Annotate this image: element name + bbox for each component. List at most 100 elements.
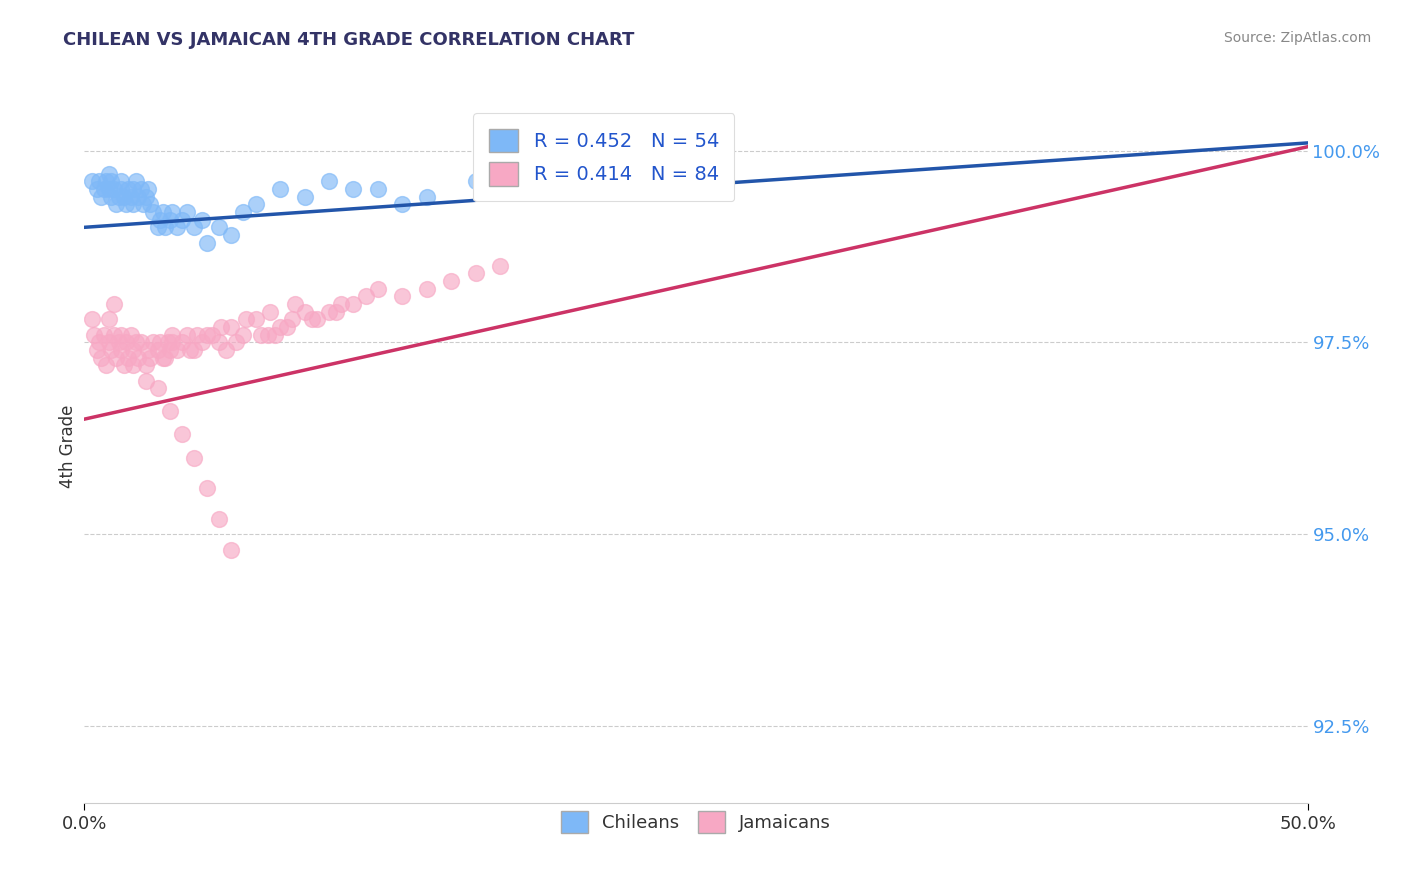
Point: [80, 174, 103, 188]
Point: [93, 182, 115, 196]
Point: [159, 343, 181, 357]
Point: [276, 320, 298, 334]
Point: [146, 220, 169, 235]
Point: [249, 327, 271, 342]
Point: [127, 351, 149, 365]
Point: [136, 182, 159, 196]
Point: [269, 182, 291, 196]
Point: [100, 343, 122, 357]
Point: [117, 351, 139, 365]
Point: [129, 182, 152, 196]
Point: [110, 174, 132, 188]
Point: [440, 274, 463, 288]
Point: [159, 212, 181, 227]
Point: [97, 167, 120, 181]
Point: [117, 182, 139, 196]
Point: [152, 205, 174, 219]
Point: [342, 297, 364, 311]
Point: [318, 174, 340, 188]
Point: [219, 542, 242, 557]
Y-axis label: 4th Grade: 4th Grade: [59, 404, 77, 488]
Point: [235, 312, 257, 326]
Point: [152, 351, 174, 365]
Point: [195, 235, 218, 250]
Point: [305, 312, 328, 326]
Point: [330, 297, 353, 311]
Point: [112, 189, 135, 203]
Point: [176, 327, 198, 342]
Point: [136, 343, 159, 357]
Point: [110, 182, 132, 196]
Point: [107, 335, 129, 350]
Legend: Chileans, Jamaicans: Chileans, Jamaicans: [554, 804, 838, 840]
Point: [125, 335, 148, 350]
Point: [191, 335, 214, 350]
Point: [301, 312, 323, 326]
Point: [122, 343, 145, 357]
Point: [103, 327, 125, 342]
Point: [110, 327, 132, 342]
Point: [115, 335, 138, 350]
Point: [281, 312, 304, 326]
Point: [135, 374, 157, 388]
Point: [97, 182, 120, 196]
Point: [183, 220, 205, 235]
Point: [200, 327, 222, 342]
Point: [186, 327, 208, 342]
Point: [232, 327, 254, 342]
Point: [259, 304, 281, 318]
Point: [96, 359, 118, 373]
Point: [83, 327, 105, 342]
Point: [153, 220, 176, 235]
Point: [100, 174, 122, 188]
Point: [257, 327, 280, 342]
Point: [264, 327, 287, 342]
Point: [105, 351, 128, 365]
Point: [166, 220, 188, 235]
Point: [139, 351, 162, 365]
Point: [172, 212, 194, 227]
Point: [110, 343, 132, 357]
Point: [107, 189, 129, 203]
Text: CHILEAN VS JAMAICAN 4TH GRADE CORRELATION CHART: CHILEAN VS JAMAICAN 4TH GRADE CORRELATIO…: [63, 31, 634, 49]
Point: [269, 320, 291, 334]
Point: [139, 197, 162, 211]
Point: [209, 320, 232, 334]
Point: [132, 197, 155, 211]
Point: [325, 304, 347, 318]
Point: [367, 282, 389, 296]
Point: [149, 335, 172, 350]
Point: [391, 197, 413, 211]
Point: [142, 335, 165, 350]
Point: [416, 189, 439, 203]
Point: [342, 182, 364, 196]
Point: [90, 189, 112, 203]
Point: [122, 197, 145, 211]
Point: [464, 266, 486, 280]
Point: [93, 327, 115, 342]
Point: [245, 197, 267, 211]
Point: [215, 343, 238, 357]
Point: [162, 205, 184, 219]
Point: [142, 205, 165, 219]
Point: [172, 335, 194, 350]
Point: [87, 335, 110, 350]
Point: [146, 381, 169, 395]
Point: [232, 205, 254, 219]
Point: [86, 343, 108, 357]
Point: [120, 327, 142, 342]
Point: [87, 174, 110, 188]
Point: [318, 304, 340, 318]
Point: [103, 182, 125, 196]
Point: [135, 359, 157, 373]
Point: [195, 327, 218, 342]
Point: [162, 327, 184, 342]
Point: [191, 212, 214, 227]
Point: [122, 182, 145, 196]
Text: Source: ZipAtlas.com: Source: ZipAtlas.com: [1223, 31, 1371, 45]
Point: [162, 335, 184, 350]
Point: [129, 335, 152, 350]
Point: [354, 289, 377, 303]
Point: [172, 427, 194, 442]
Point: [100, 189, 122, 203]
